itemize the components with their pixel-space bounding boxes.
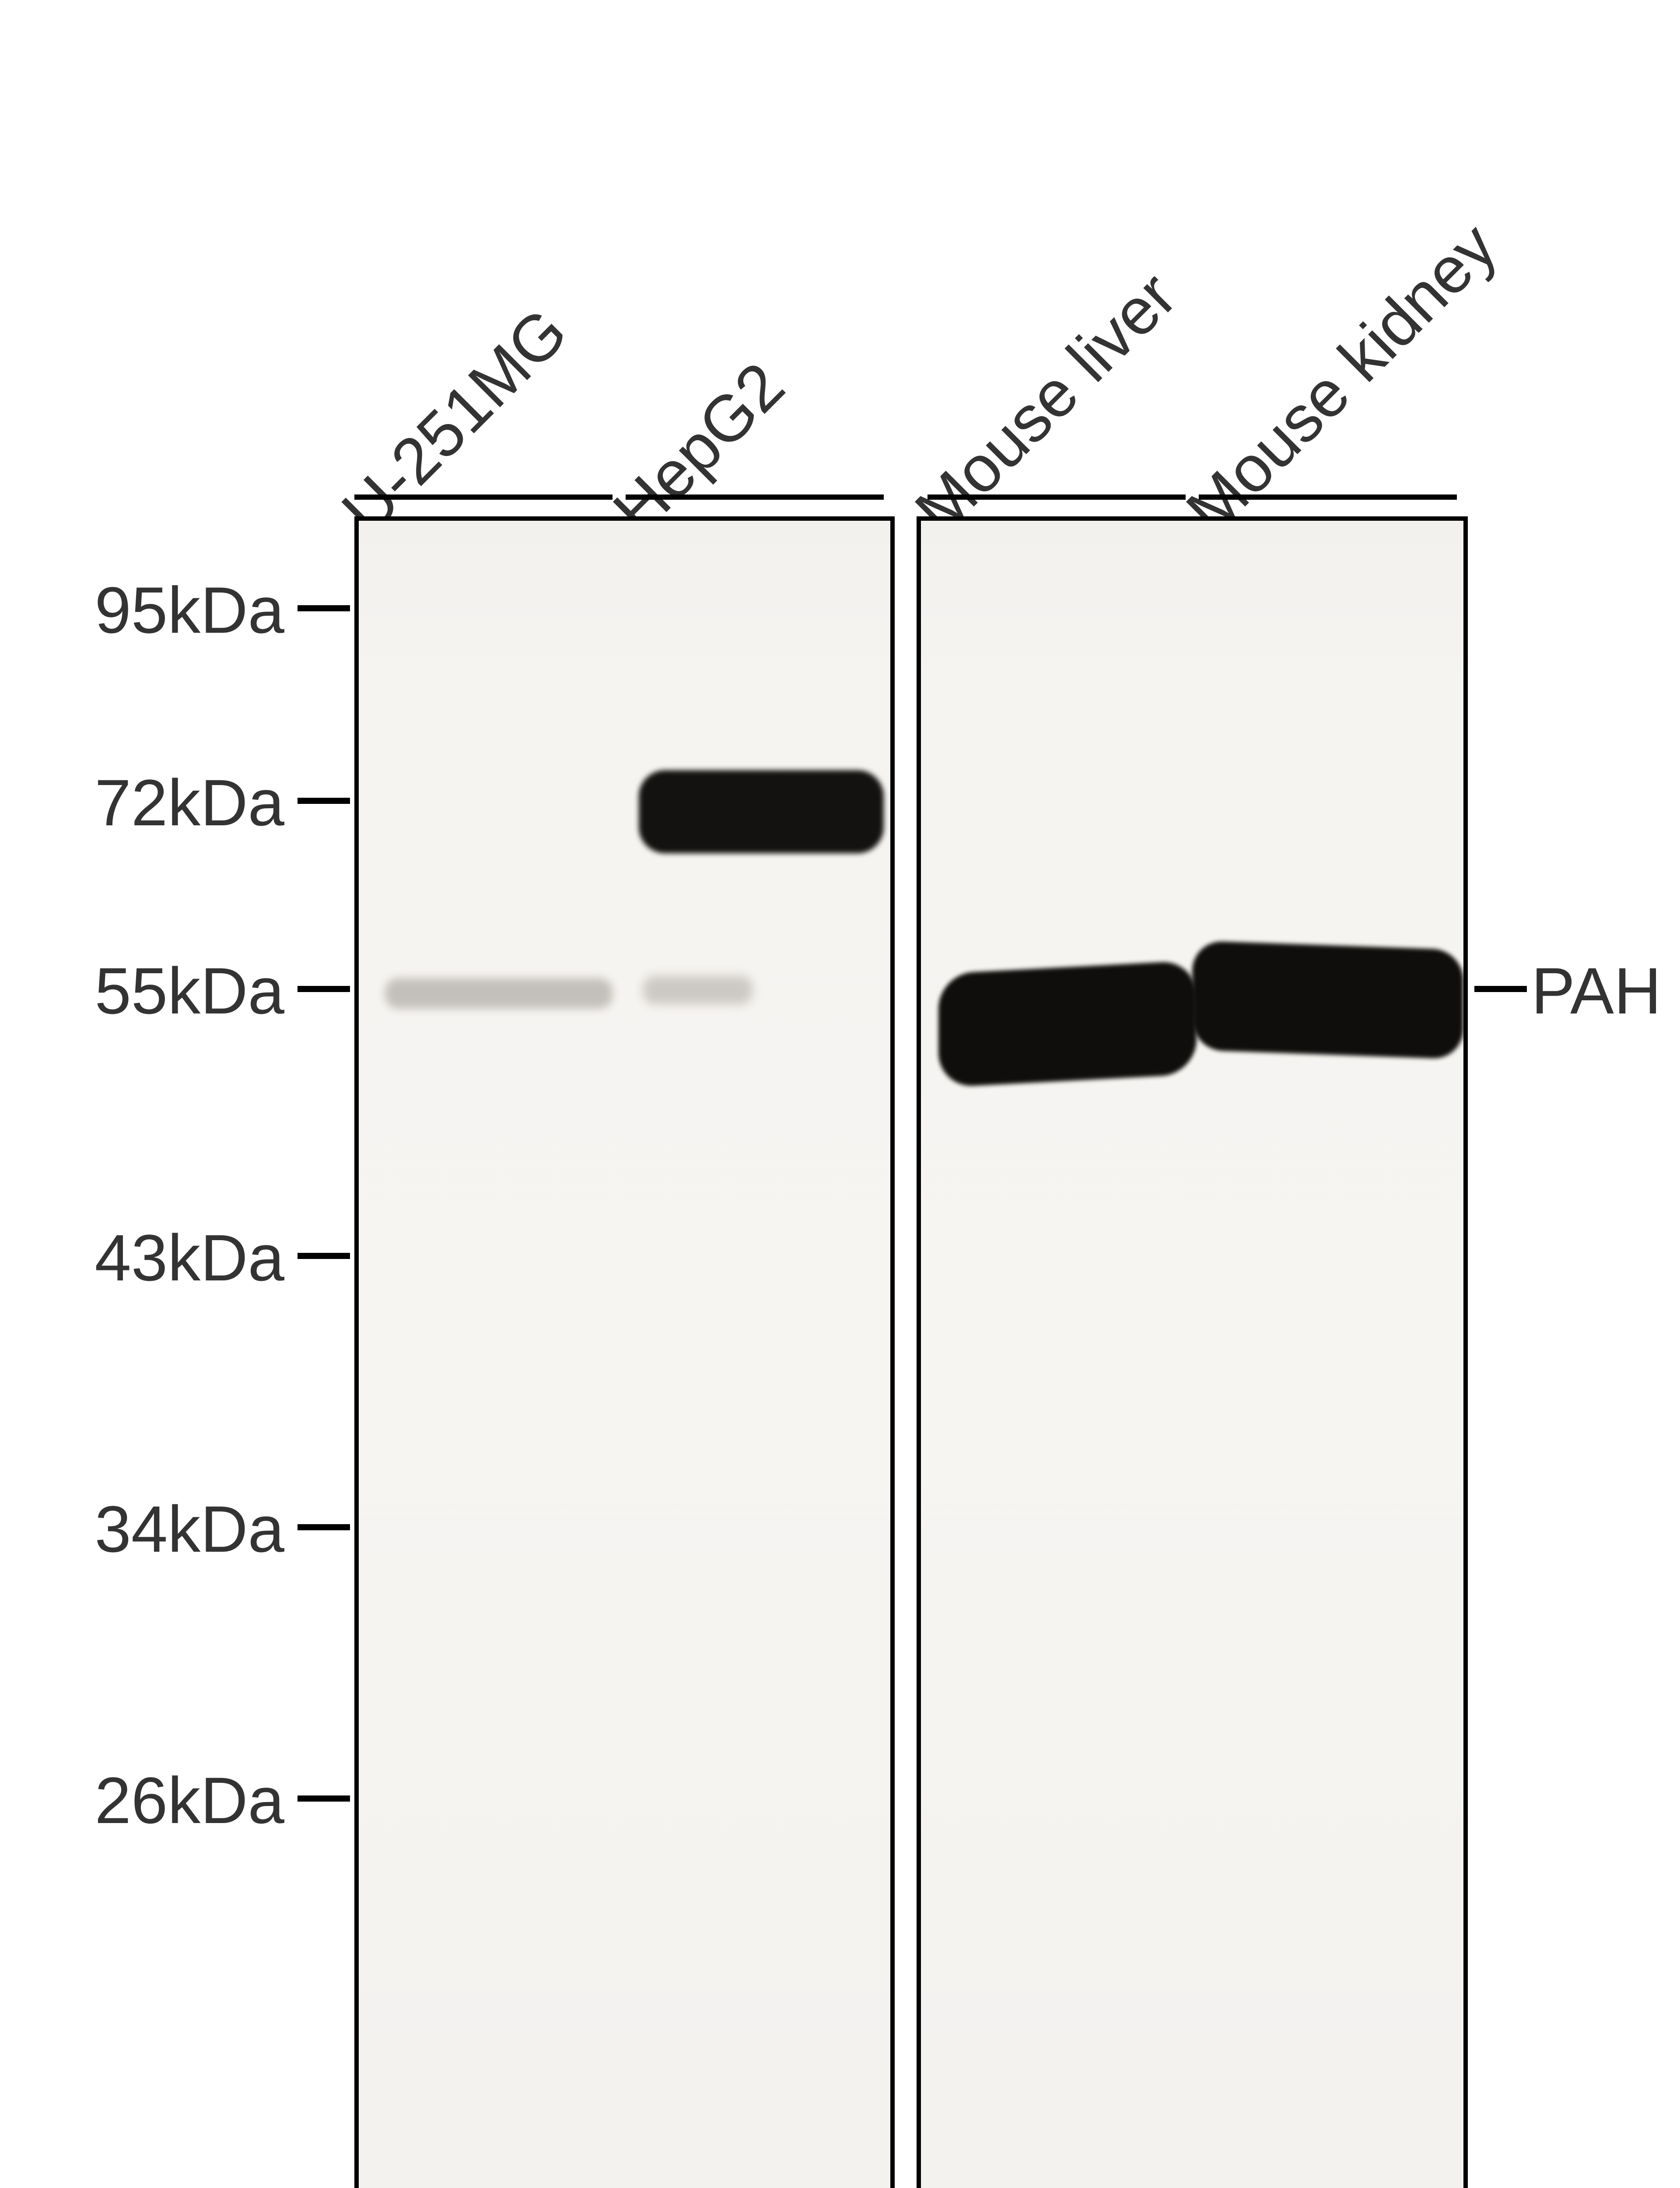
mw-tick-43 bbox=[298, 1253, 350, 1259]
mw-label-72: 72kDa bbox=[0, 765, 284, 841]
mw-label-95: 95kDa bbox=[0, 572, 284, 648]
mw-label-34: 34kDa bbox=[0, 1491, 284, 1567]
mw-label-55: 55kDa bbox=[0, 953, 284, 1029]
lane-label-3: Mouse liver bbox=[900, 257, 1191, 548]
mw-tick-34 bbox=[298, 1524, 350, 1530]
band-band-hepg2-72 bbox=[639, 770, 884, 853]
mw-tick-95 bbox=[298, 605, 350, 611]
band-band-hepg2-55 bbox=[643, 976, 752, 1004]
mw-tick-26 bbox=[298, 1795, 350, 1802]
lane-underline-2 bbox=[626, 494, 884, 500]
band-band-liver-pah bbox=[938, 961, 1197, 1088]
mw-tick-72 bbox=[298, 798, 350, 804]
band-band-u251-55 bbox=[385, 978, 612, 1009]
blot-panel-right bbox=[917, 516, 1468, 2188]
mw-label-43: 43kDa bbox=[0, 1220, 284, 1296]
lane-underline-3 bbox=[928, 494, 1186, 500]
mw-tick-55 bbox=[298, 986, 350, 992]
lane-label-1: U-251MG bbox=[327, 294, 582, 548]
target-tick-pah bbox=[1474, 986, 1527, 992]
lane-underline-4 bbox=[1199, 494, 1457, 500]
mw-label-26: 26kDa bbox=[0, 1763, 284, 1838]
blot-panel-left bbox=[354, 516, 895, 2188]
lane-underline-1 bbox=[354, 494, 612, 500]
target-label-pah: PAH bbox=[1531, 953, 1661, 1029]
blot-bg-right bbox=[921, 521, 1463, 2188]
band-band-kidney-pah bbox=[1192, 940, 1463, 1059]
western-blot-figure: U-251MG HepG2 Mouse liver Mouse kidney 9… bbox=[0, 0, 1680, 2188]
